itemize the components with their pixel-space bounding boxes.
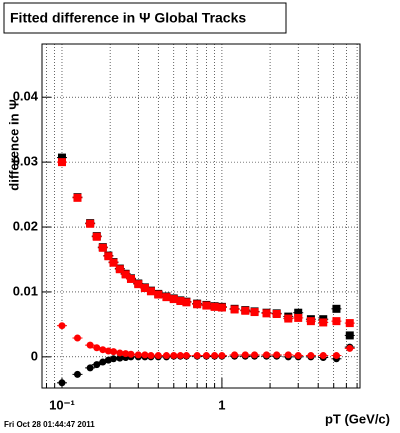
marker (210, 302, 219, 311)
marker (116, 349, 124, 357)
marker (176, 352, 184, 360)
marker (86, 341, 94, 349)
marker (115, 265, 124, 274)
y-tick-label: 0.03 (13, 154, 38, 169)
marker (284, 351, 292, 359)
marker (202, 352, 210, 360)
marker (140, 284, 149, 293)
marker (182, 298, 191, 307)
marker (230, 305, 239, 314)
marker (154, 290, 163, 299)
marker (176, 297, 185, 306)
marker (294, 308, 303, 317)
marker (86, 364, 94, 372)
marker (241, 351, 249, 359)
marker (263, 351, 271, 359)
marker (116, 354, 124, 362)
marker (73, 334, 81, 342)
marker (211, 352, 219, 360)
y-tick-label: 0 (31, 348, 38, 363)
marker (294, 313, 303, 322)
y-axis-label: difference in Ψ (6, 99, 21, 190)
marker (141, 351, 149, 359)
marker (294, 352, 302, 360)
footer: Fri Oct 28 01:44:47 2011 (4, 420, 95, 429)
marker (202, 301, 211, 310)
marker (146, 287, 155, 296)
marker (73, 193, 82, 202)
marker (109, 258, 118, 267)
marker (182, 352, 190, 360)
marker (218, 352, 226, 360)
marker (306, 317, 315, 326)
marker (345, 319, 354, 328)
marker (193, 352, 201, 360)
marker (193, 300, 202, 309)
marker (319, 318, 328, 327)
marker (231, 351, 239, 359)
marker (58, 322, 66, 330)
marker (332, 304, 341, 313)
marker (122, 350, 130, 358)
marker (251, 351, 259, 359)
marker (332, 317, 341, 326)
x-tick-label: 10⁻¹ (49, 397, 75, 412)
marker (345, 331, 354, 340)
marker (154, 352, 162, 360)
marker (104, 252, 113, 261)
y-tick-label: 0.04 (13, 89, 39, 104)
marker (250, 308, 259, 317)
title-box (3, 2, 287, 34)
marker (134, 280, 143, 289)
marker (121, 270, 130, 279)
x-tick-label: 1 (218, 397, 225, 412)
marker (162, 352, 170, 360)
marker (98, 243, 107, 252)
marker (57, 158, 66, 167)
marker (262, 309, 271, 318)
marker (284, 314, 293, 323)
marker (134, 351, 142, 359)
marker (162, 293, 171, 302)
marker (110, 348, 118, 356)
marker (126, 274, 135, 283)
marker (273, 351, 281, 359)
marker (93, 361, 101, 369)
y-tick-label: 0.02 (13, 218, 38, 233)
plot-frame (41, 43, 361, 389)
y-tick-label: 0.01 (13, 283, 38, 298)
marker (73, 370, 81, 378)
marker (86, 219, 95, 228)
marker (92, 232, 101, 241)
marker (110, 355, 118, 363)
marker (332, 352, 340, 360)
marker (272, 310, 281, 319)
marker (170, 352, 178, 360)
marker (57, 153, 66, 162)
marker (147, 352, 155, 360)
marker (104, 347, 112, 355)
marker (346, 344, 354, 352)
marker (319, 352, 327, 360)
marker (217, 303, 226, 312)
marker (93, 344, 101, 352)
marker (58, 379, 66, 387)
marker (127, 350, 135, 358)
x-axis-label: pT (GeV/c) (325, 411, 390, 426)
marker (169, 295, 178, 304)
chart-title: Fitted difference in Ψ Global Tracks (10, 10, 246, 26)
marker (241, 306, 250, 315)
marker (307, 352, 315, 360)
